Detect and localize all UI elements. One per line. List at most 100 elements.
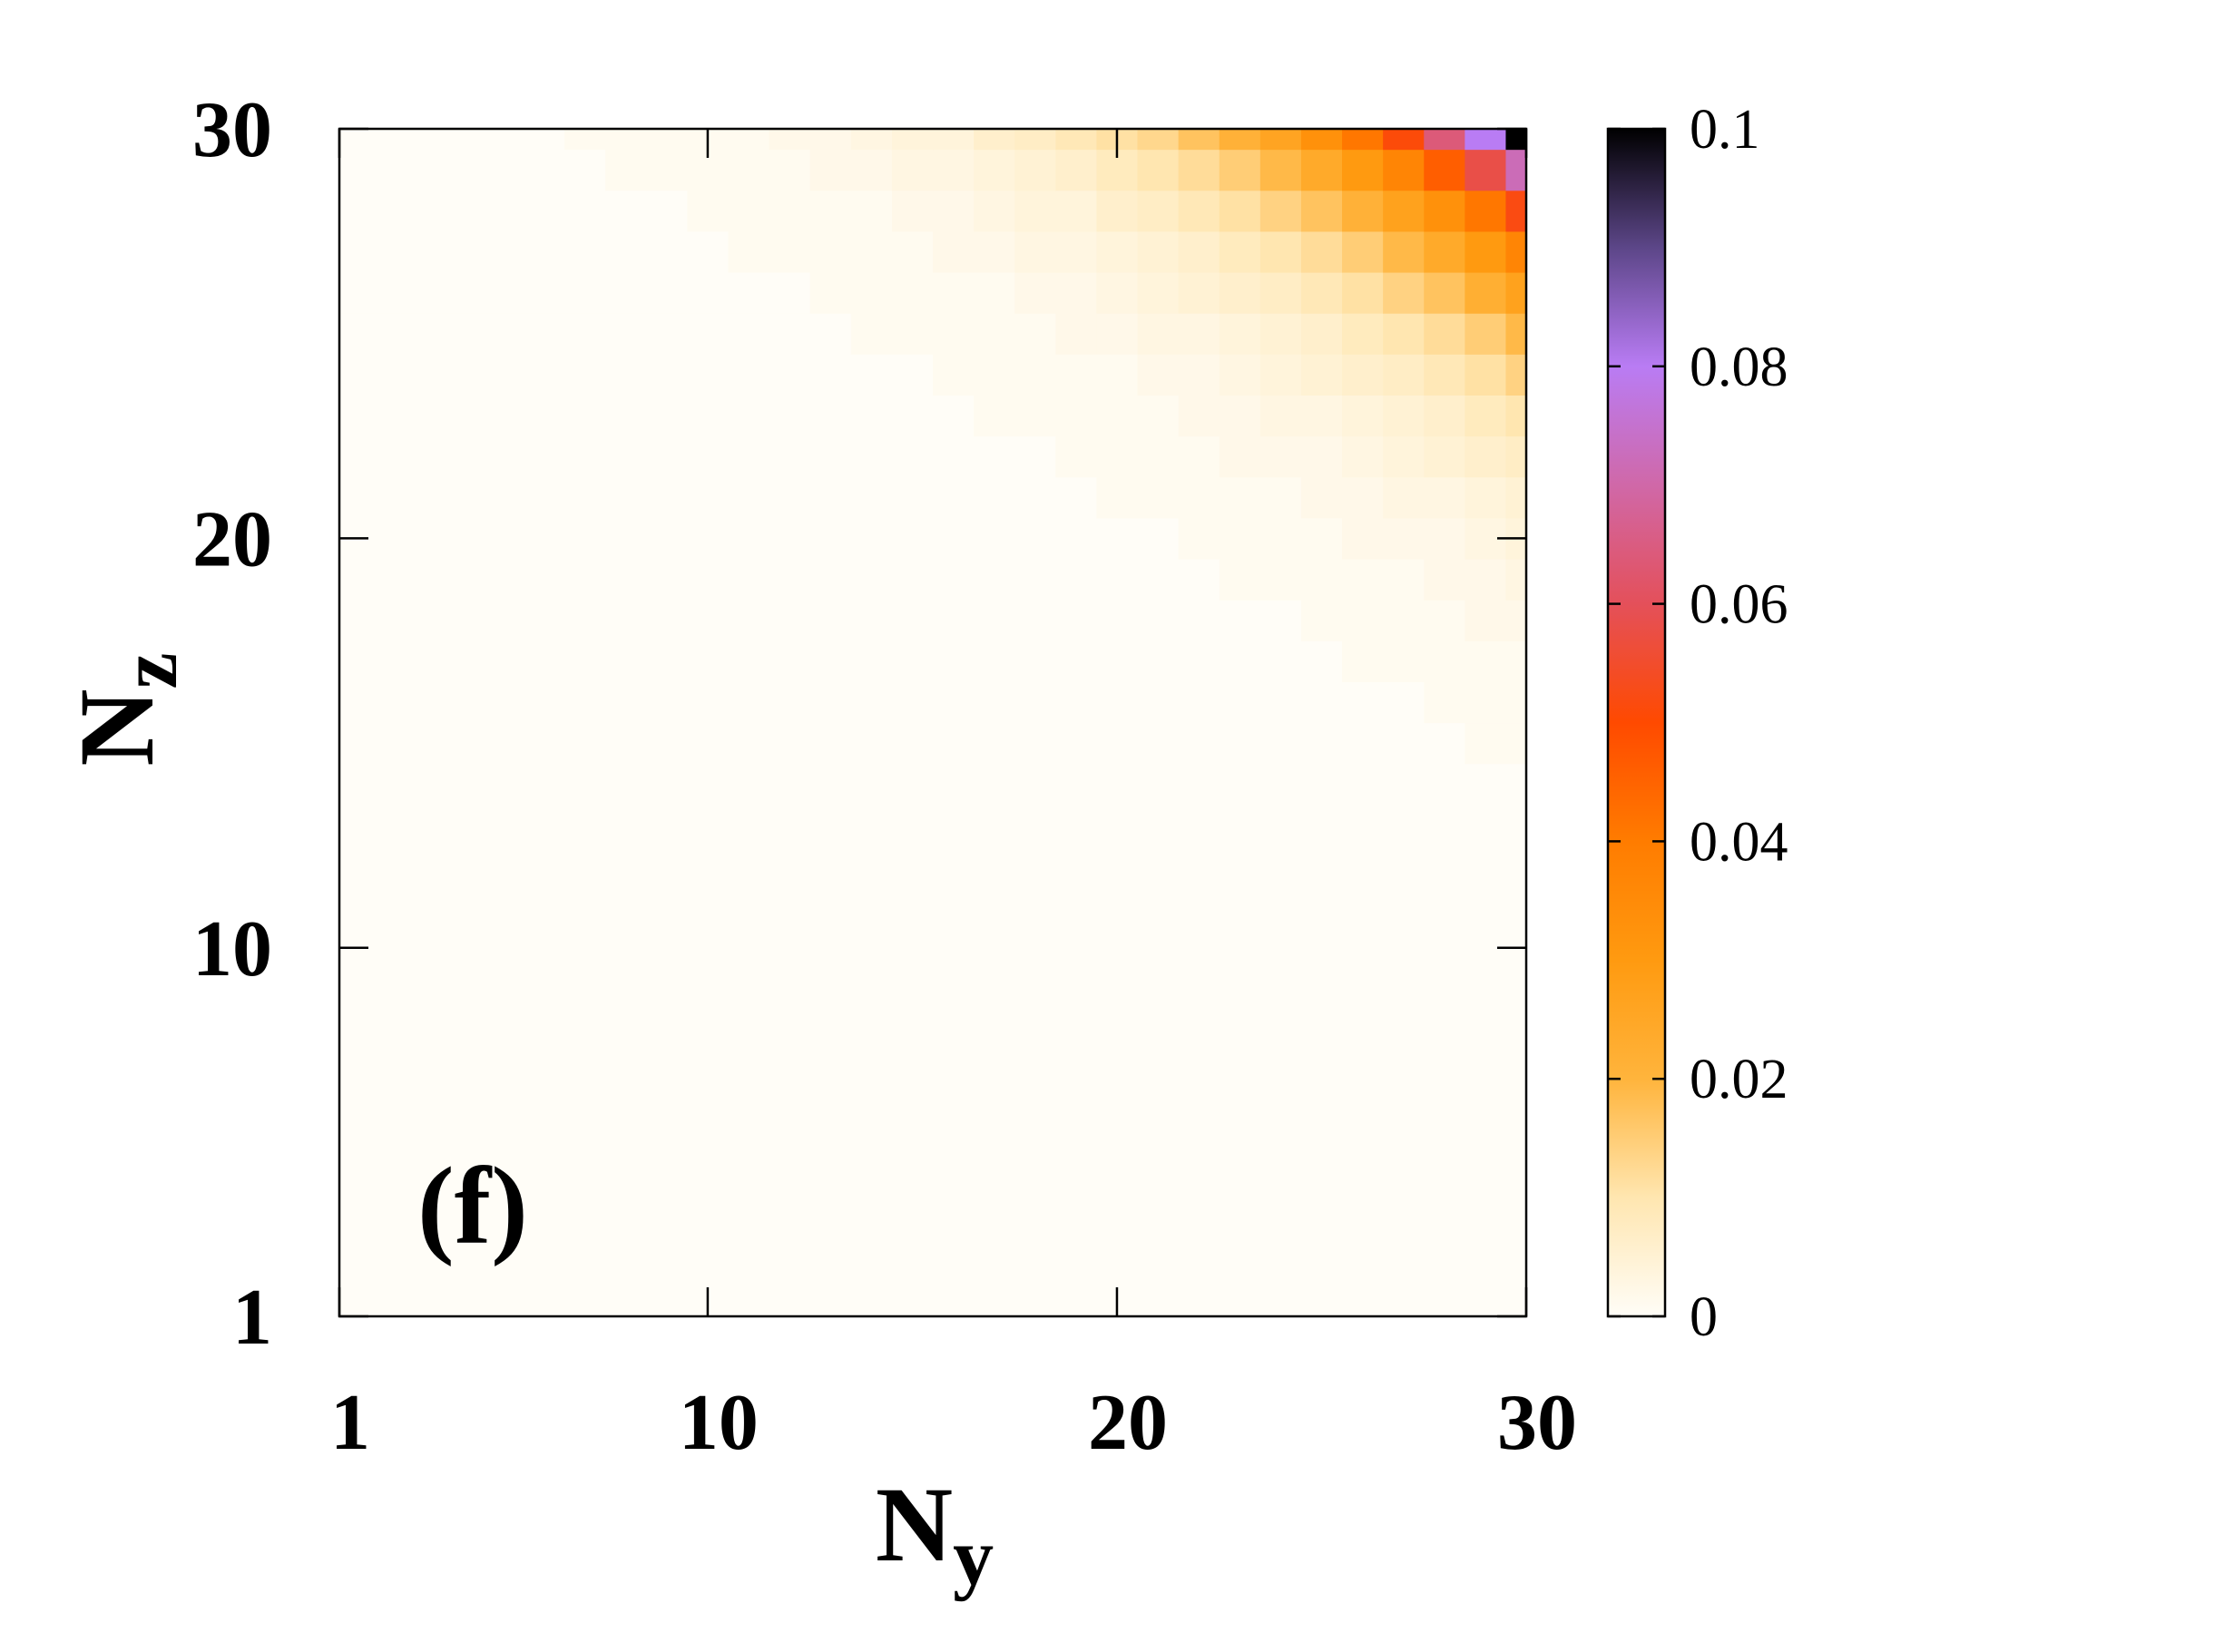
colorbar-tick-label: 0 <box>1690 1286 1718 1348</box>
heatmap-cell <box>482 1131 524 1174</box>
heatmap-cell <box>728 640 770 682</box>
heatmap-cell <box>1178 927 1220 969</box>
heatmap-cell <box>728 476 770 519</box>
heatmap-cell <box>1014 1050 1056 1092</box>
heatmap-cell <box>687 190 730 232</box>
heatmap-cell <box>728 190 770 232</box>
heatmap-cell <box>1424 1090 1465 1133</box>
heatmap-cell <box>1505 640 1526 682</box>
heatmap-cell <box>1424 1050 1465 1092</box>
heatmap-cell <box>1342 271 1384 314</box>
heatmap-cell <box>933 1050 975 1092</box>
heatmap-cell <box>974 558 1015 601</box>
heatmap-cell <box>1342 313 1384 355</box>
heatmap-cell <box>1424 968 1465 1011</box>
heatmap-cell <box>1259 395 1302 437</box>
heatmap-cell <box>1424 395 1465 437</box>
x-tick-label: 1 <box>330 1379 370 1467</box>
heatmap-cell <box>605 1009 647 1051</box>
heatmap-cell <box>1259 190 1302 232</box>
heatmap-cell <box>850 395 893 437</box>
heatmap-cell <box>339 968 361 1011</box>
heatmap-cell <box>1055 354 1098 396</box>
heatmap-cell <box>646 1295 688 1316</box>
heatmap-cell <box>1014 845 1056 887</box>
heatmap-cell <box>646 190 688 232</box>
heatmap-cell <box>605 476 647 519</box>
heatmap-cell <box>1465 558 1507 601</box>
heatmap-cell <box>482 313 524 355</box>
heatmap-cell <box>1342 1255 1384 1297</box>
heatmap-cell <box>1342 600 1384 641</box>
heatmap-cell <box>359 1009 402 1051</box>
heatmap-cell <box>1465 129 1507 151</box>
heatmap-cell <box>564 1131 606 1174</box>
heatmap-cell <box>400 1131 443 1174</box>
heatmap-cell <box>1259 1255 1302 1297</box>
heatmap-cell <box>359 886 402 928</box>
heatmap-cell <box>809 1214 852 1256</box>
heatmap-cell <box>933 927 975 969</box>
heatmap-cell <box>1465 1173 1507 1215</box>
heatmap-cell <box>1055 1255 1098 1297</box>
heatmap-cell <box>1505 313 1526 355</box>
heatmap-cell <box>1505 395 1526 437</box>
heatmap-cell <box>891 640 934 682</box>
heatmap-cell <box>1096 230 1139 273</box>
heatmap-cell <box>523 600 565 641</box>
heatmap-cell <box>1342 722 1384 765</box>
heatmap-cell <box>1383 395 1425 437</box>
heatmap-cell <box>687 722 730 765</box>
heatmap-cell <box>605 149 647 191</box>
heatmap-cell <box>1096 1050 1139 1092</box>
heatmap-cell <box>1178 1009 1220 1051</box>
heatmap-cell <box>1219 1295 1261 1316</box>
heatmap-cell <box>1219 1090 1261 1133</box>
heatmap-cell <box>605 804 647 846</box>
heatmap-cell <box>1137 968 1180 1011</box>
heatmap-cell <box>605 1255 647 1297</box>
heatmap-cell <box>1300 927 1343 969</box>
colorbar-tick-label: 0.04 <box>1690 811 1788 873</box>
heatmap-cell <box>850 354 893 396</box>
heatmap-cell <box>728 1009 770 1051</box>
heatmap-cell <box>933 600 975 641</box>
heatmap-cell <box>441 517 484 560</box>
heatmap-cell <box>933 230 975 273</box>
heatmap-cell <box>1342 763 1384 806</box>
heatmap-cell <box>646 558 688 601</box>
heatmap-cell <box>1259 640 1302 682</box>
heatmap-cell <box>1383 600 1425 641</box>
heatmap-cell <box>728 600 770 641</box>
heatmap-cell <box>359 1255 402 1297</box>
heatmap-cell <box>1137 1090 1180 1133</box>
heatmap-cell <box>891 435 934 478</box>
heatmap-cell <box>769 1131 811 1174</box>
heatmap-cell <box>1137 129 1180 151</box>
heatmap-cell <box>850 435 893 478</box>
heatmap-cell <box>1300 886 1343 928</box>
heatmap-cell <box>400 927 443 969</box>
heatmap-cell <box>646 129 688 151</box>
heatmap-cell <box>339 1131 361 1174</box>
heatmap-cell <box>564 722 606 765</box>
heatmap-cell <box>605 681 647 724</box>
heatmap-cell <box>523 968 565 1011</box>
heatmap-cell <box>1424 804 1465 846</box>
heatmap-cell <box>1096 845 1139 887</box>
heatmap-cell <box>891 517 934 560</box>
heatmap-cell <box>809 886 852 928</box>
heatmap-cell <box>1014 722 1056 765</box>
heatmap-cell <box>1219 129 1261 151</box>
heatmap-cell <box>1055 600 1098 641</box>
heatmap-cell <box>441 1214 484 1256</box>
heatmap-cell <box>850 1050 893 1092</box>
heatmap-cell <box>728 1295 770 1316</box>
heatmap-cell <box>441 1050 484 1092</box>
heatmap-cell <box>1055 313 1098 355</box>
heatmap-cell <box>1465 1255 1507 1297</box>
heatmap-cell <box>564 476 606 519</box>
heatmap-cell <box>646 763 688 806</box>
heatmap-cell <box>809 1131 852 1174</box>
heatmap-cell <box>1014 230 1056 273</box>
